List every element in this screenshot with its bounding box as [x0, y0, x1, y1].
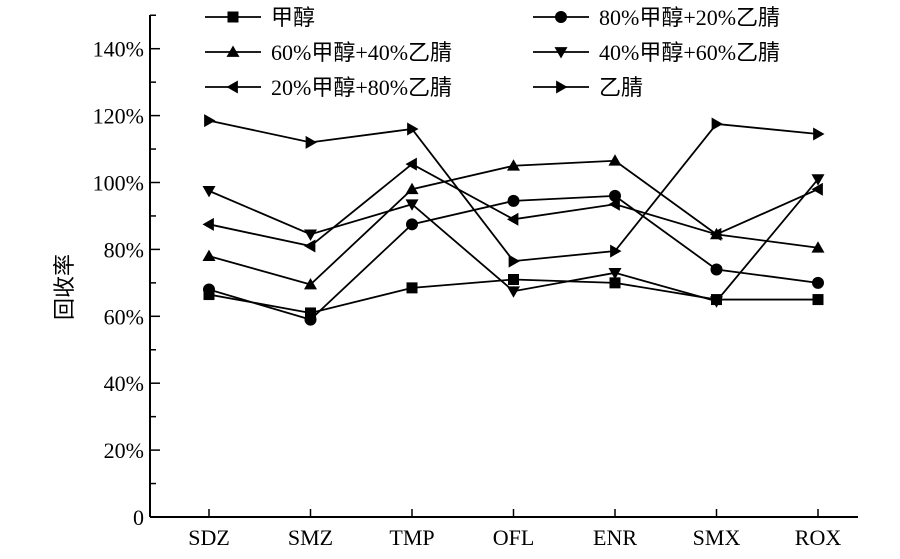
x-axis-tick-labels: SDZ SMZ TMP OFL ENR SMX ROX — [188, 509, 841, 550]
legend-item: 40%甲醇+60%乙腈 — [533, 40, 780, 65]
legend-marker — [227, 11, 239, 23]
y-tick-label: 120% — [93, 104, 144, 129]
y-tick-label: 40% — [104, 371, 144, 396]
data-point — [507, 194, 520, 207]
legend-label: 60%甲醇+40%乙腈 — [271, 40, 452, 65]
axes — [149, 15, 858, 518]
x-tick-label: TMP — [389, 525, 434, 550]
data-point — [507, 286, 520, 298]
data-point — [405, 182, 419, 195]
data-point — [305, 307, 316, 319]
data-point — [507, 212, 519, 226]
data-point — [610, 244, 622, 258]
legend-item: 80%甲醇+20%乙腈 — [533, 5, 780, 30]
y-tick-label: 80% — [104, 237, 144, 262]
legend-label: 40%甲醇+60%乙腈 — [599, 40, 780, 65]
data-point — [813, 127, 825, 141]
series-line — [208, 119, 819, 263]
data-series — [202, 114, 825, 326]
y-tick-label: 140% — [93, 37, 144, 62]
data-point — [609, 277, 621, 289]
legend: 甲醇 80%甲醇+20%乙腈 60%甲醇+40%乙腈 40%甲醇+60%乙腈 20%甲醇… — [205, 5, 780, 100]
data-point — [304, 239, 316, 253]
data-point — [608, 197, 620, 211]
data-point — [304, 229, 317, 241]
x-tick-label: ENR — [593, 525, 637, 550]
data-point — [304, 313, 317, 326]
series-5 — [202, 157, 823, 253]
legend-marker — [226, 45, 240, 57]
y-axis-ticks: 0 20% 40% 60% 80% 100% 120% 140% — [93, 14, 160, 530]
data-point — [811, 241, 825, 253]
data-point — [507, 159, 520, 171]
y-tick-label: 60% — [104, 304, 144, 329]
x-tick-label: SMZ — [288, 525, 333, 550]
data-point — [812, 294, 824, 306]
legend-item: 甲醇 — [205, 5, 315, 30]
y-axis-title: 回收率 — [53, 254, 78, 320]
data-point — [608, 154, 622, 166]
data-point — [710, 263, 723, 276]
y-tick-label: 100% — [93, 171, 144, 196]
series-2 — [203, 189, 824, 326]
series-6 — [204, 114, 825, 268]
data-point — [608, 267, 622, 280]
series-4 — [202, 174, 825, 308]
y-tick-label: 0 — [133, 505, 144, 530]
data-point — [406, 282, 418, 294]
data-point — [405, 199, 419, 211]
legend-label: 20%甲醇+80%乙腈 — [271, 75, 452, 100]
legend-marker — [226, 80, 238, 94]
data-point — [811, 182, 823, 196]
data-point — [811, 174, 825, 186]
x-tick-label: SDZ — [188, 525, 230, 550]
data-point — [202, 249, 216, 261]
data-point — [202, 217, 214, 231]
legend-item: 乙腈 — [533, 75, 643, 100]
data-point — [406, 218, 418, 231]
legend-label: 甲醇 — [271, 5, 315, 30]
legend-marker — [556, 80, 568, 94]
data-point — [204, 114, 216, 128]
data-point — [407, 122, 419, 136]
data-point — [812, 276, 824, 289]
data-point — [508, 254, 520, 268]
data-point — [710, 296, 723, 308]
data-point — [202, 185, 216, 198]
legend-label: 80%甲醇+20%乙腈 — [599, 5, 780, 30]
data-point — [405, 157, 417, 171]
x-tick-label: OFL — [493, 525, 535, 550]
legend-item: 60%甲醇+40%乙腈 — [205, 40, 452, 65]
data-point — [711, 117, 723, 131]
legend-label: 乙腈 — [599, 75, 643, 100]
legend-item: 20%甲醇+80%乙腈 — [205, 75, 452, 100]
data-point — [710, 227, 722, 241]
data-point — [304, 278, 317, 290]
legend-marker — [554, 47, 568, 59]
data-point — [203, 283, 215, 296]
data-point — [508, 274, 519, 286]
x-tick-label: SMX — [693, 525, 741, 550]
y-tick-label: 20% — [104, 438, 144, 463]
legend-marker — [555, 11, 567, 23]
data-point — [305, 135, 317, 149]
x-tick-label: ROX — [795, 525, 842, 550]
